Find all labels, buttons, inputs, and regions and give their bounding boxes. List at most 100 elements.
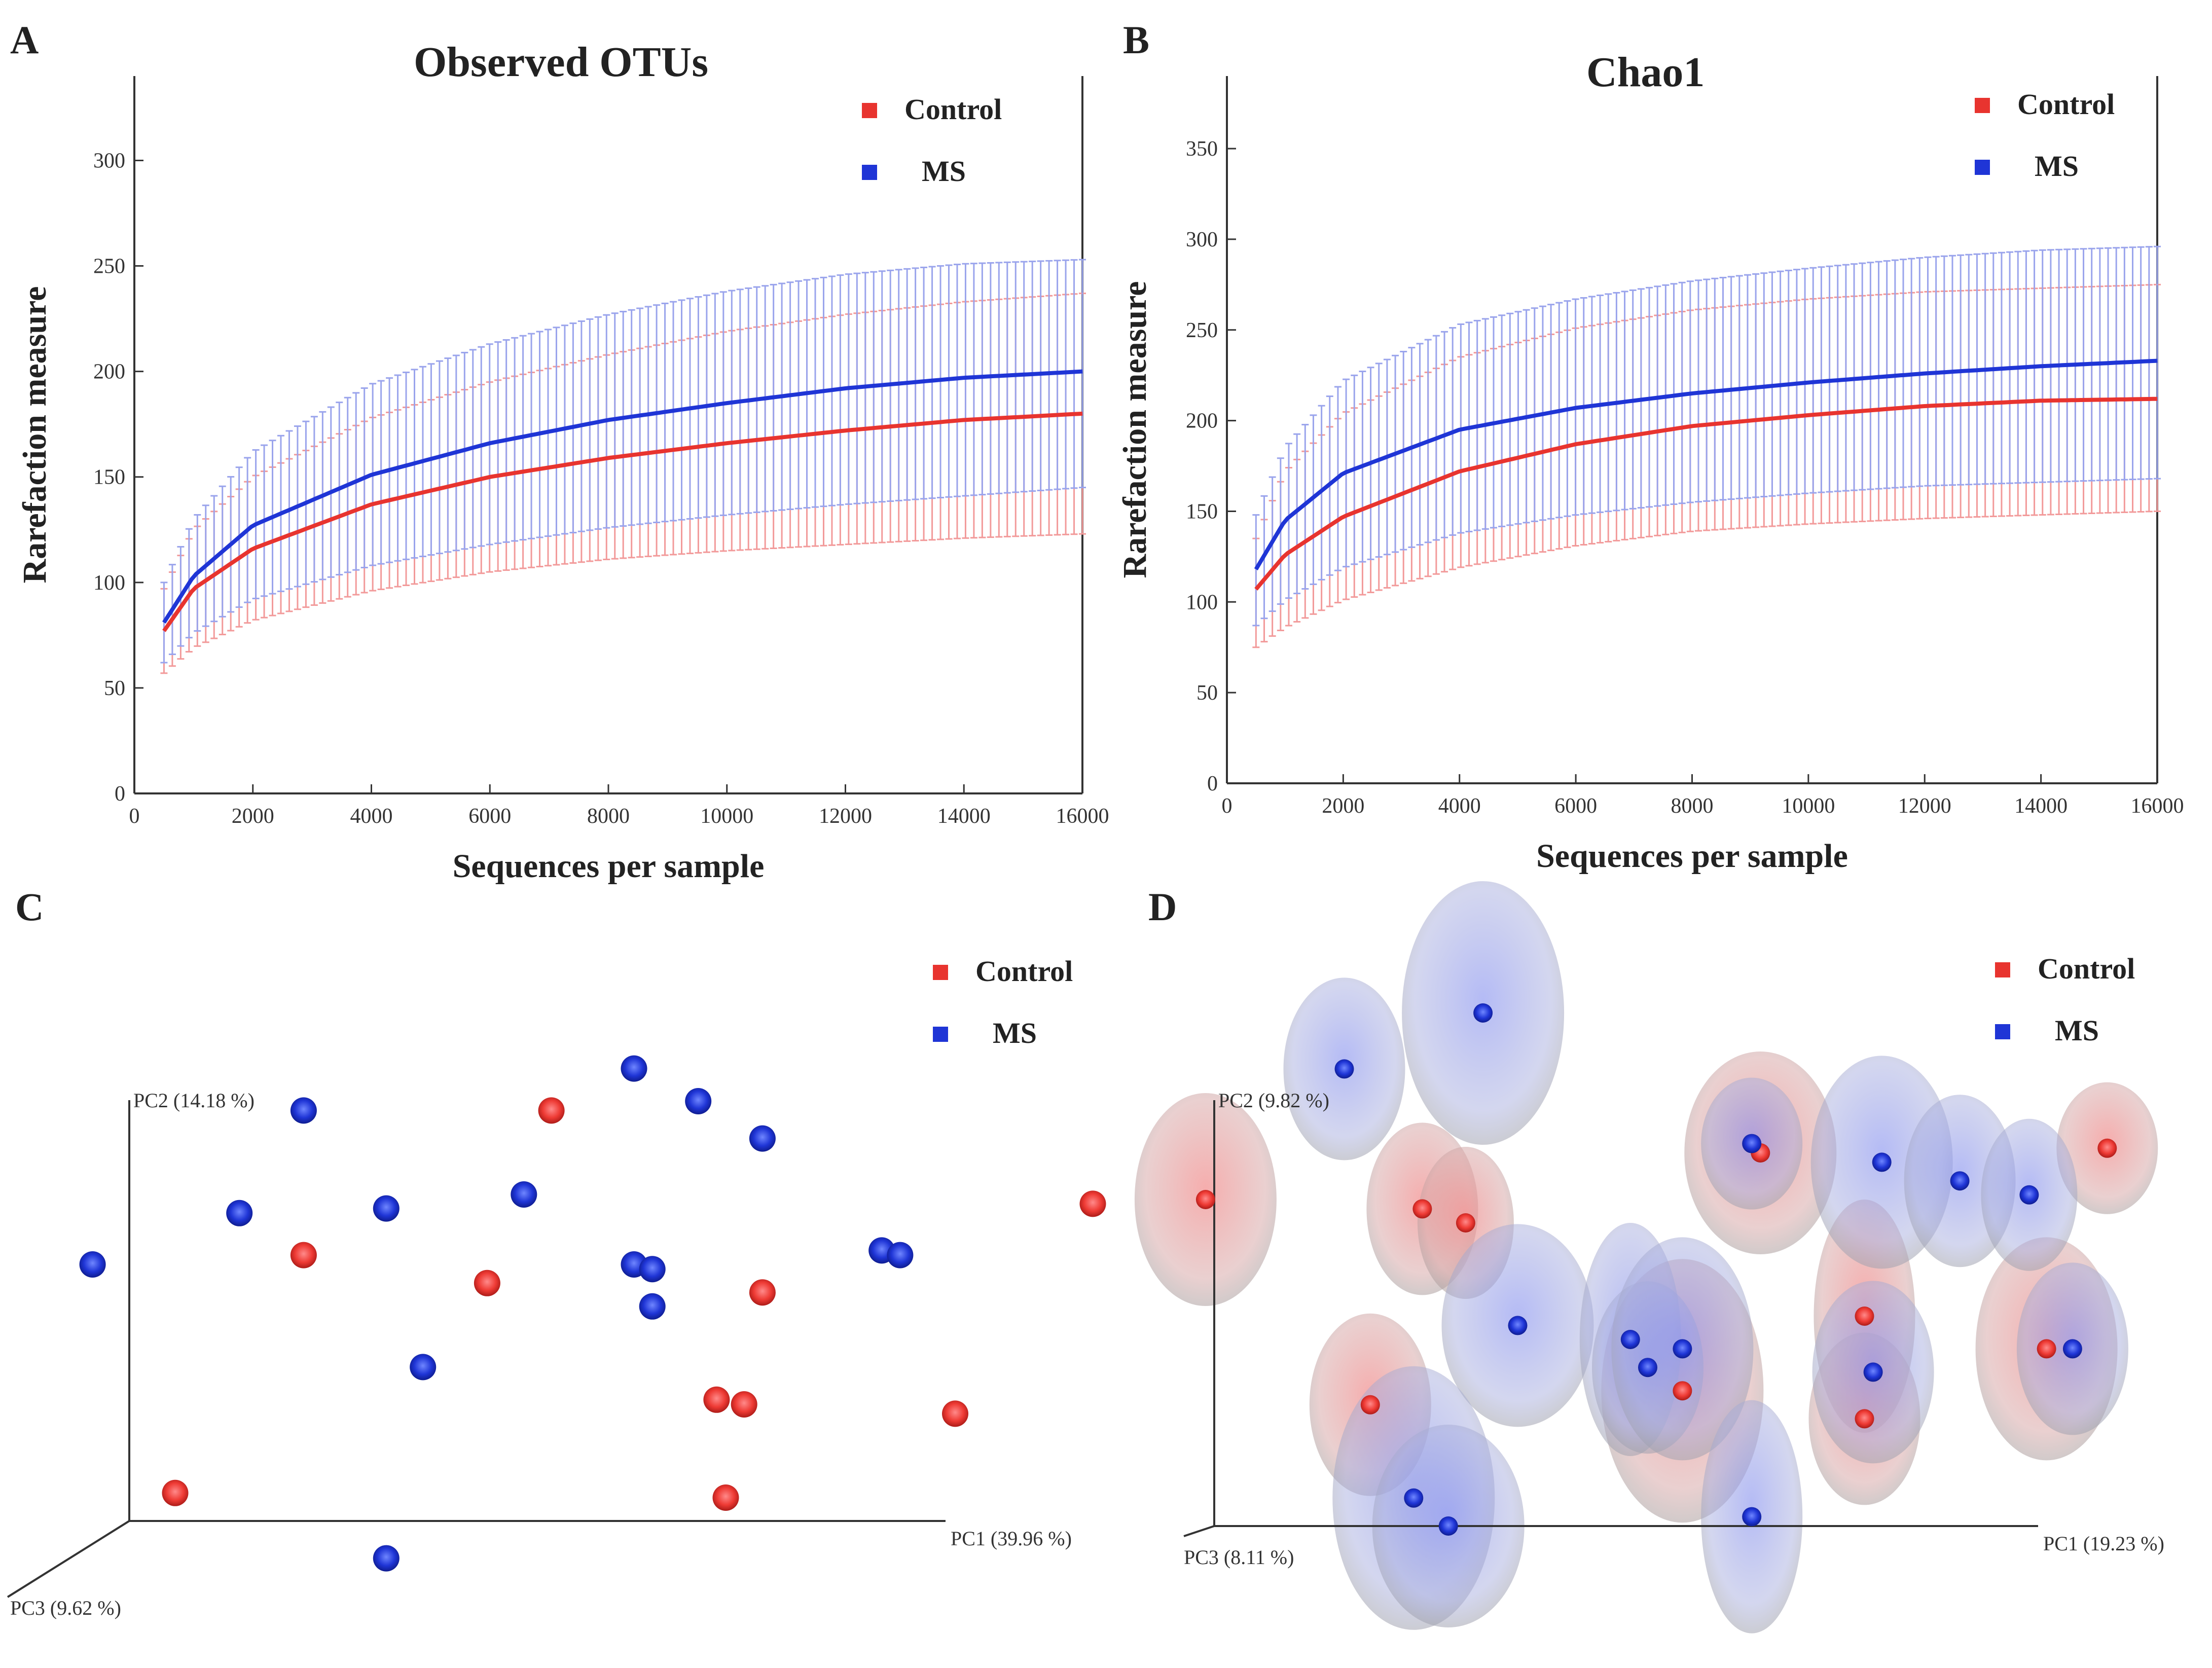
scatter-point-ms (887, 1242, 914, 1268)
scatter-point-control (1360, 1395, 1380, 1415)
scatter-point-ms (1508, 1316, 1528, 1335)
scatter-point-ms (639, 1256, 666, 1283)
scatter-point-control (1079, 1190, 1106, 1217)
legend-label-control: Control (2017, 88, 2115, 121)
legend-label-control: Control (975, 955, 1073, 988)
chart-title: Chao1 (1586, 49, 1705, 96)
legend-label-ms: MS (922, 155, 966, 188)
legend-swatch-ms (1995, 1024, 2010, 1039)
scatter-point-control (1855, 1307, 1874, 1326)
scatter-point-ms (1950, 1171, 1970, 1191)
legend-swatch-ms (933, 1027, 948, 1042)
confidence-ellipsoids (1134, 881, 2158, 1634)
x-tick-label: 6000 (468, 805, 511, 828)
pc2-axis-label: PC2 (9.82 %) (1218, 1089, 1329, 1112)
pc3-axis-label: PC3 (9.62 %) (10, 1597, 121, 1619)
legend-swatch-control (862, 103, 877, 118)
scatter-point-ms (2019, 1185, 2039, 1205)
scatter-point-control (2097, 1138, 2117, 1158)
y-axis-label: Rarefaction measure (16, 286, 53, 584)
x-tick-label: 0 (129, 805, 140, 828)
legend-label-control: Control (904, 93, 1002, 126)
scatter-point-control (712, 1484, 739, 1511)
y-tick-label: 300 (1186, 228, 1218, 251)
scatter-point-control (731, 1391, 757, 1418)
pc1-axis-label: PC1 (39.96 %) (951, 1527, 1072, 1550)
scatter-point-ms (621, 1055, 647, 1082)
scatter-point-ms (373, 1195, 400, 1222)
scatter-point-ms (685, 1088, 712, 1114)
scatter-point-control (1456, 1213, 1475, 1232)
panel-label-c: C (15, 885, 44, 929)
points-ms (1334, 1003, 2082, 1536)
scatter-point-control (538, 1097, 565, 1124)
legend-label-ms: MS (2055, 1014, 2099, 1047)
scatter-point-ms (1872, 1152, 1892, 1172)
panel-label-b: B (1123, 18, 1149, 62)
scatter-point-ms (1742, 1507, 1762, 1527)
pc3-axis (7, 1520, 130, 1598)
y-tick-label: 100 (1186, 591, 1218, 614)
y-tick-label: 150 (1186, 500, 1218, 523)
y-axis-label: Rarefaction measure (1116, 281, 1153, 578)
panel-b: B 0 50 100 150 200 250 300 350 0 2000 4000 6000 8000 1… (1116, 18, 2184, 875)
y-tick-label: 200 (93, 360, 125, 384)
scatter-point-ms (1620, 1330, 1640, 1349)
y-tick-label: 100 (93, 571, 125, 595)
series-line-ms (162, 369, 1083, 624)
legend-swatch-control (933, 965, 948, 980)
pc2-axis-label: PC2 (14.18 %) (133, 1089, 255, 1112)
points-control (1195, 1138, 2117, 1429)
scatter-point-ms (1473, 1003, 1493, 1023)
x-tick-label: 12000 (819, 805, 872, 828)
legend-swatch-control (1995, 962, 2010, 977)
x-tick-label: 4000 (350, 805, 393, 828)
chart-title: Observed OTUs (414, 39, 708, 86)
scatter-point-control (1195, 1190, 1215, 1209)
points-ms (79, 1055, 914, 1572)
scatter-point-ms (1638, 1358, 1657, 1377)
y-tick-label: 0 (1207, 772, 1218, 795)
error-bars (1252, 245, 2161, 648)
x-tick-label: 14000 (2014, 794, 2068, 818)
scatter-point-control (749, 1279, 776, 1306)
pc3-axis (1183, 1525, 1215, 1537)
x-tick-label: 16000 (2131, 794, 2184, 818)
x-tick-label: 6000 (1554, 794, 1597, 818)
pc3-axis-label: PC3 (8.11 %) (1184, 1546, 1294, 1569)
pc1-axis-label: PC1 (19.23 %) (2043, 1532, 2164, 1555)
panel-c: C PC2 (14.18 %) PC1 (39.96 %) PC3 (9.62 %) C… (7, 885, 1106, 1619)
legend-swatch-ms (862, 165, 877, 180)
scatter-point-ms (639, 1293, 666, 1320)
scatter-point-control (942, 1400, 968, 1427)
points-control (162, 1097, 1106, 1511)
y-tick-label: 300 (93, 149, 125, 172)
legend-swatch-ms (1975, 160, 1990, 175)
y-tick-label: 250 (1186, 319, 1218, 342)
scatter-point-ms (2062, 1339, 2082, 1359)
y-tick-label: 50 (104, 677, 125, 700)
scatter-point-control (1412, 1199, 1432, 1219)
scatter-point-ms (1863, 1362, 1883, 1382)
scatter-point-ms (1404, 1488, 1424, 1508)
scatter-point-control (162, 1479, 189, 1506)
scatter-point-ms (290, 1097, 317, 1124)
panel-d: D PC2 (9.82 %) PC1 (19.23 %) PC3 (8.11 %) Co… (1134, 881, 2164, 1634)
x-tick-label: 10000 (1782, 794, 1835, 818)
scatter-point-control (290, 1242, 317, 1268)
panel-a: A 0 50 100 150 200 250 300 0 2000 4000 6000 8000 1000… (10, 18, 1109, 885)
scatter-point-ms (373, 1545, 400, 1572)
y-tick-label: 50 (1196, 681, 1218, 705)
series-line-ms (1254, 358, 2158, 570)
x-tick-label: 2000 (232, 805, 274, 828)
y-tick-label: 150 (93, 466, 125, 489)
scatter-point-ms (1334, 1059, 1354, 1079)
scatter-point-ms (1742, 1134, 1762, 1153)
scatter-point-control (474, 1270, 500, 1296)
error-bars (160, 259, 1086, 674)
panel-label-a: A (10, 18, 39, 62)
scatter-point-control (703, 1386, 730, 1413)
series-line-control (162, 411, 1083, 632)
legend-label-control: Control (2038, 952, 2135, 985)
